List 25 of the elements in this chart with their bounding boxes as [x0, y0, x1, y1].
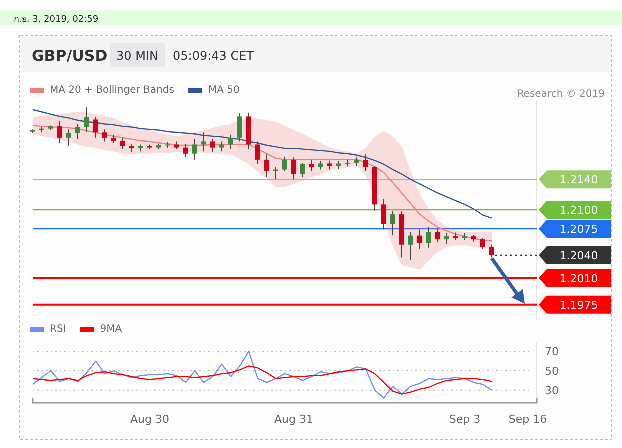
- line-series: [32, 109, 493, 219]
- chart-subtitle: 30 MIN: [116, 49, 158, 63]
- x-tick-label: Sep 3: [449, 413, 481, 426]
- legend-label: MA 20 + Bollinger Bands: [50, 85, 174, 96]
- legend-label: 9MA: [100, 324, 122, 335]
- legend-label: RSI: [50, 324, 66, 335]
- line-series: [32, 351, 493, 399]
- y-tick-label: 30: [545, 384, 559, 398]
- chart-title: GBP/USD: [32, 47, 108, 65]
- x-tick-label: Aug 31: [274, 413, 314, 426]
- text: 05:09:43 CET: [173, 49, 255, 63]
- y-tick-label: 1.2075: [560, 222, 598, 236]
- x-tick-label: Aug 30: [130, 413, 170, 426]
- y-tick-label: 1.2100: [560, 204, 598, 217]
- y-tick-label: 70: [545, 346, 559, 359]
- text: ก.ย. 3, 2019, 02:59: [14, 15, 99, 25]
- y-tick-label: 1.2010: [560, 272, 598, 286]
- line-series: [32, 366, 493, 395]
- y-tick-label: 1.1975: [560, 298, 598, 312]
- legend-label: MA 50: [208, 85, 240, 96]
- y-tick-label: 1.2140: [560, 174, 598, 187]
- y-tick-label: 50: [545, 365, 559, 378]
- annotation: Research © 2019: [517, 89, 605, 100]
- x-tick-label: Sep 16: [508, 413, 548, 426]
- y-tick-label: 1.2040: [560, 250, 598, 263]
